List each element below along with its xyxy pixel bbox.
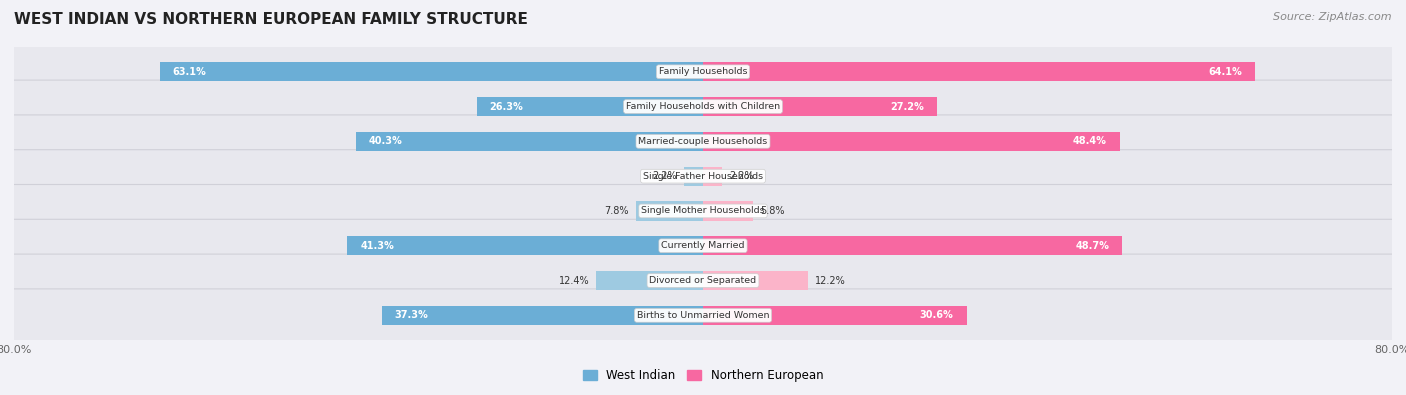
Legend: West Indian, Northern European: West Indian, Northern European [578, 364, 828, 386]
Bar [596, 271, 703, 290]
Text: 7.8%: 7.8% [605, 206, 628, 216]
Bar [636, 201, 703, 220]
Bar [703, 62, 1256, 81]
Text: 48.4%: 48.4% [1073, 136, 1107, 147]
Text: 12.2%: 12.2% [815, 276, 845, 286]
Text: Single Mother Households: Single Mother Households [641, 207, 765, 215]
Bar [685, 167, 703, 186]
Bar [703, 97, 938, 116]
Bar [703, 201, 754, 220]
FancyBboxPatch shape [11, 219, 1395, 272]
FancyBboxPatch shape [11, 150, 1395, 203]
FancyBboxPatch shape [11, 289, 1395, 342]
Bar [703, 236, 1122, 255]
Bar [703, 132, 1119, 151]
Text: Births to Unmarried Women: Births to Unmarried Women [637, 311, 769, 320]
Text: Source: ZipAtlas.com: Source: ZipAtlas.com [1274, 12, 1392, 22]
Text: 30.6%: 30.6% [920, 310, 953, 320]
Text: 2.2%: 2.2% [652, 171, 678, 181]
Text: 5.8%: 5.8% [759, 206, 785, 216]
Text: Single Father Households: Single Father Households [643, 172, 763, 181]
Text: Family Households with Children: Family Households with Children [626, 102, 780, 111]
Bar [160, 62, 703, 81]
Bar [703, 271, 808, 290]
FancyBboxPatch shape [11, 80, 1395, 133]
Text: 26.3%: 26.3% [489, 102, 523, 111]
Bar [477, 97, 703, 116]
FancyBboxPatch shape [11, 115, 1395, 168]
Text: 63.1%: 63.1% [173, 67, 207, 77]
Text: Married-couple Households: Married-couple Households [638, 137, 768, 146]
Text: 40.3%: 40.3% [368, 136, 402, 147]
Text: Currently Married: Currently Married [661, 241, 745, 250]
Bar [382, 306, 703, 325]
FancyBboxPatch shape [11, 184, 1395, 237]
Bar [703, 306, 966, 325]
Text: 2.2%: 2.2% [728, 171, 754, 181]
Text: 12.4%: 12.4% [558, 276, 589, 286]
Text: 37.3%: 37.3% [395, 310, 429, 320]
Text: Family Households: Family Households [659, 67, 747, 76]
Text: 64.1%: 64.1% [1208, 67, 1241, 77]
FancyBboxPatch shape [11, 45, 1395, 98]
Bar [703, 167, 721, 186]
Text: 41.3%: 41.3% [360, 241, 394, 251]
Text: WEST INDIAN VS NORTHERN EUROPEAN FAMILY STRUCTURE: WEST INDIAN VS NORTHERN EUROPEAN FAMILY … [14, 12, 527, 27]
Text: Divorced or Separated: Divorced or Separated [650, 276, 756, 285]
Bar [356, 132, 703, 151]
FancyBboxPatch shape [11, 254, 1395, 307]
Text: 48.7%: 48.7% [1076, 241, 1109, 251]
Bar [347, 236, 703, 255]
Text: 27.2%: 27.2% [890, 102, 924, 111]
